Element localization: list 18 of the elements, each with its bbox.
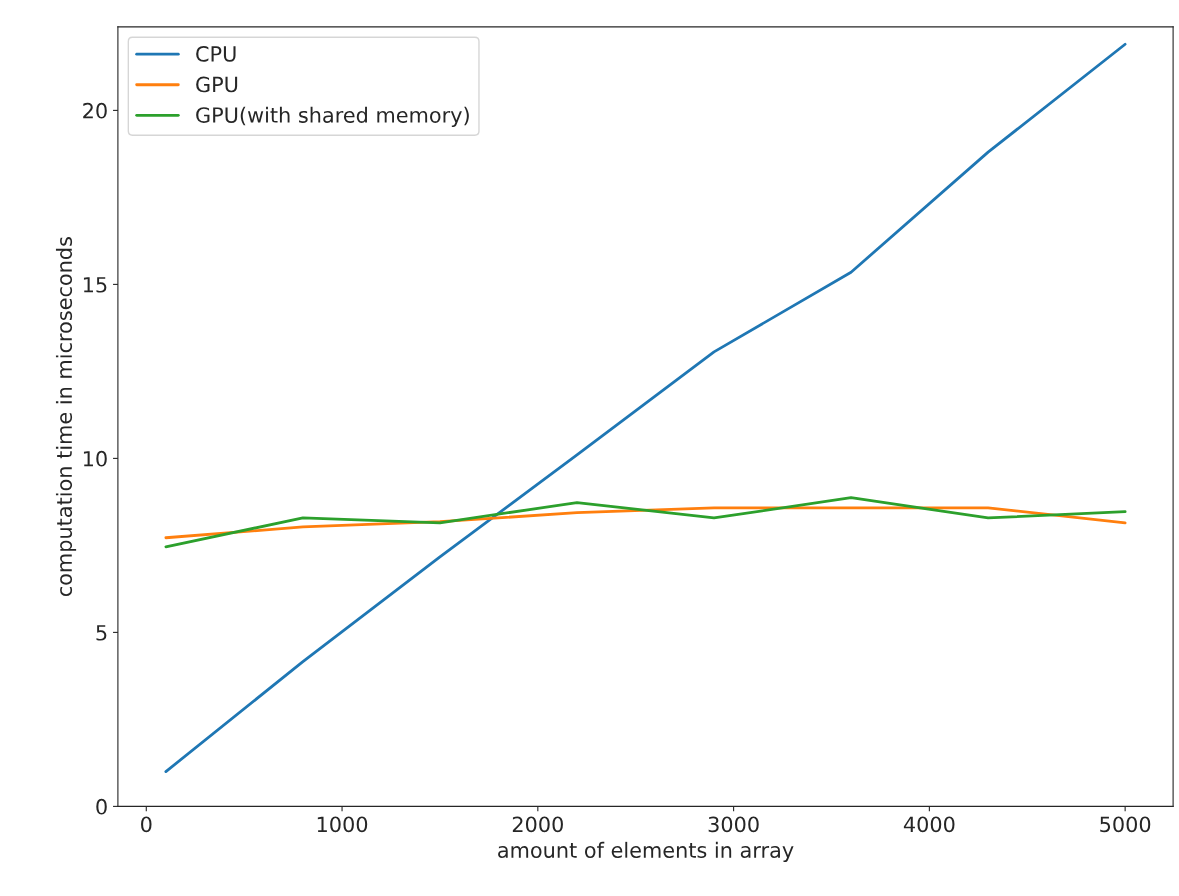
y-tick-label: 15 (83, 277, 107, 293)
x-tick-label: 1000 (317, 816, 368, 833)
line-series (164, 496, 1127, 549)
line-series (164, 42, 1127, 773)
legend-label: GPU(with shared memory) (196, 106, 469, 127)
x-tick-label: 3000 (708, 816, 759, 833)
y-axis-title: computation time in microseconds (55, 237, 77, 597)
legend-label: CPU (196, 46, 236, 62)
y-tick-label: 5 (96, 625, 107, 641)
y-tick-label: 20 (83, 102, 107, 119)
x-tick-label: 4000 (903, 816, 955, 833)
x-tick-label: 5000 (1100, 816, 1151, 833)
x-tick-label: 0 (141, 816, 152, 833)
y-tick-label: 10 (83, 450, 107, 467)
x-tick-label: 2000 (512, 816, 563, 833)
y-tick-label: 0 (96, 798, 107, 815)
x-axis-title: amount of elements in array (498, 841, 794, 862)
legend-label: GPU (196, 76, 238, 93)
